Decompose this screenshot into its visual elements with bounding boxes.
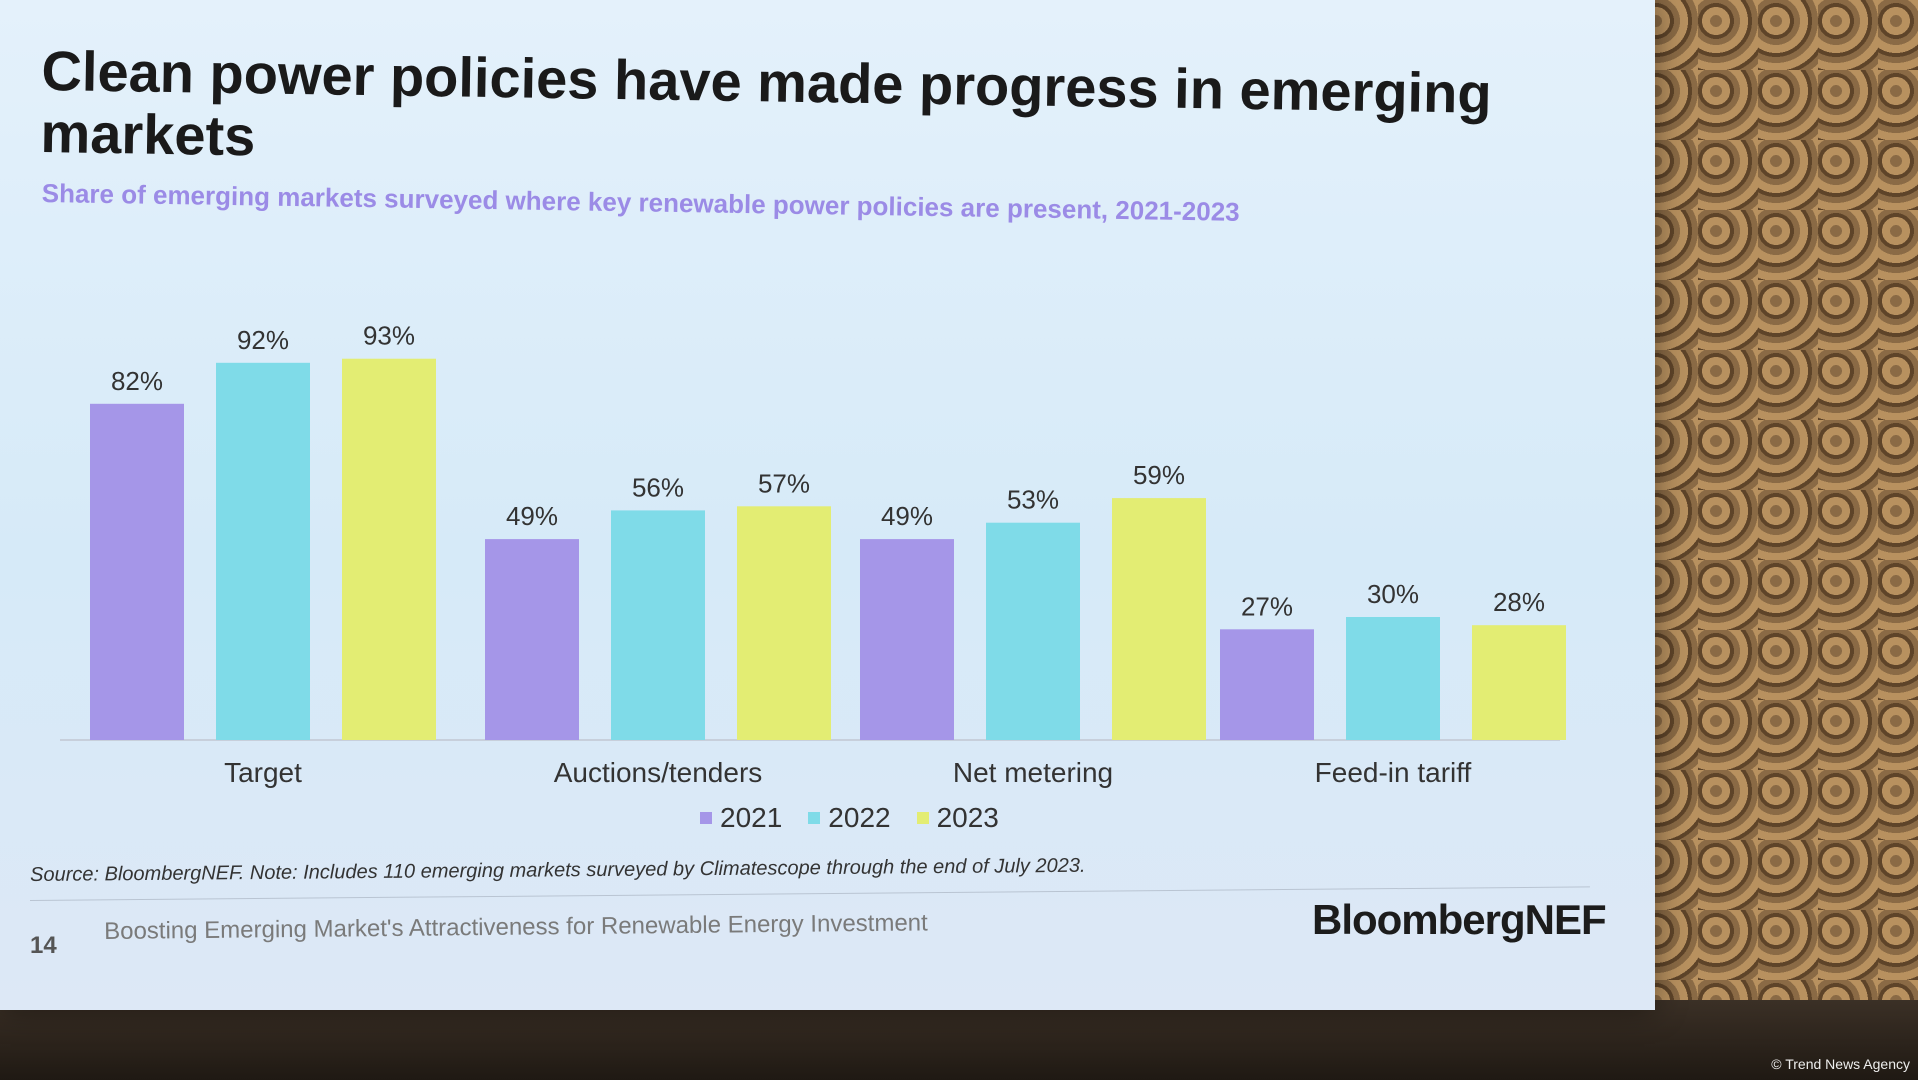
category-label: Net metering [953,757,1113,788]
bar-2023-target [342,358,436,740]
bar-2021-net-metering [860,539,954,740]
data-label: 56% [632,472,684,502]
data-label: 27% [1241,591,1293,621]
bar-2023-net-metering [1112,498,1206,740]
legend-item-2022: 2022 [808,802,891,834]
legend-label-2023: 2023 [936,802,999,833]
legend-swatch-2022 [808,812,821,824]
data-label: 57% [758,468,810,498]
data-label: 28% [1493,587,1545,617]
floor-background [0,1000,1918,1080]
legend-swatch-2023 [916,812,929,824]
bar-2022-target [216,362,310,740]
brand-logo: BloombergNEF [1312,896,1607,943]
data-label: 93% [363,321,415,351]
data-label: 92% [237,325,289,355]
bar-2021-feed-in-tariff [1220,629,1314,740]
category-label: Feed-in tariff [1315,757,1472,788]
data-label: 30% [1367,579,1419,609]
data-label: 53% [1007,485,1059,515]
bar-2022-feed-in-tariff [1346,617,1440,740]
presentation-slide: Clean power policies have made progress … [0,0,1655,1010]
bar-2021-auctions-tenders [485,539,579,740]
chart-legend: 2021 2022 2023 [700,802,999,834]
page-number: 14 [30,932,57,959]
legend-swatch-2021 [700,812,712,824]
bar-2022-auctions-tenders [611,510,705,740]
category-label: Auctions/tenders [554,757,763,788]
bar-chart: 82% 92% 93% Target 49% 56% 57% Auctions/tenders… [60,321,1566,788]
legend-item-2021: 2021 [700,802,782,834]
legend-item-2023: 2023 [916,802,999,834]
legend-label-2021: 2021 [720,802,783,833]
data-label: 49% [881,501,933,531]
data-label: 49% [506,501,558,531]
legend-label-2022: 2022 [828,802,891,833]
bar-2023-feed-in-tariff [1472,625,1566,740]
bar-2021-target [90,403,184,740]
source-note: Source: BloombergNEF. Note: Includes 110… [30,854,1086,886]
footer-text: Boosting Emerging Market's Attractivenes… [104,909,928,945]
photo-credit: © Trend News Agency [1771,1056,1910,1072]
category-label: Target [224,757,302,788]
bar-2022-net-metering [986,522,1080,740]
bar-2023-auctions-tenders [737,506,831,740]
data-label: 82% [111,366,163,396]
data-label: 59% [1133,460,1185,490]
